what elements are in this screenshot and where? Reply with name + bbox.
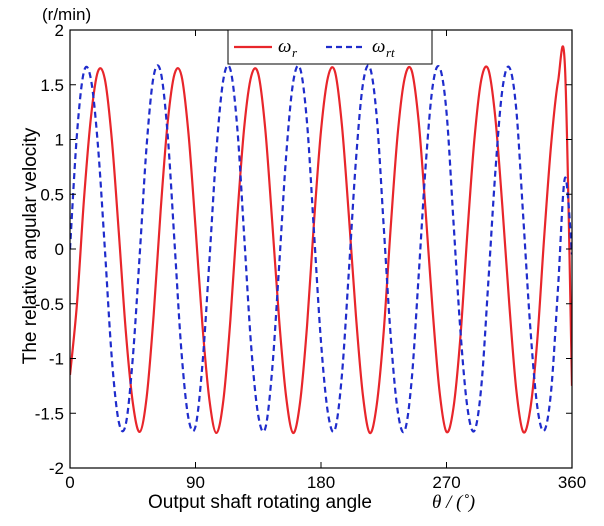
x-axis-label-text: Output shaft rotating angle [148, 492, 372, 513]
legend-sub-series-2: rt [386, 45, 395, 60]
x-axis: 0 90 180 270 360 [65, 30, 586, 492]
y-tick-label: 0 [55, 240, 64, 259]
y-axis-label: The relative angular velocity [20, 127, 41, 364]
y-tick-label: -1.5 [35, 404, 64, 423]
x-axis-label-symbol: θ / (˚) [432, 492, 475, 513]
y-tick-label: 2 [55, 21, 64, 40]
x-tick-label: 90 [186, 473, 205, 492]
y-tick-label: 1 [55, 131, 64, 150]
x-tick-label: 0 [65, 473, 74, 492]
plot-area [69, 29, 573, 469]
x-axis-label: Output shaft rotating angle θ / (˚) [148, 492, 475, 513]
legend-label-series-2: ω [372, 36, 385, 57]
y-unit-label: (r/min) [42, 5, 91, 24]
y-tick-label: -0.5 [35, 295, 64, 314]
x-tick-label: 360 [558, 473, 586, 492]
series-line-1 [70, 45, 572, 435]
y-tick-label: -1 [49, 350, 64, 369]
y-tick-label: 0.5 [40, 185, 64, 204]
legend-sub-series-1: r [292, 45, 298, 60]
y-axis: -2 -1.5 -1 -0.5 0 0.5 1 1.5 2 [35, 21, 572, 478]
x-tick-label: 180 [307, 473, 335, 492]
x-tick-label: 270 [432, 473, 460, 492]
legend-label-series-1: ω [278, 36, 291, 57]
y-tick-label: 1.5 [40, 76, 64, 95]
series-line-2 [70, 64, 572, 434]
legend: ω r ω rt [227, 29, 433, 65]
y-tick-label: -2 [49, 459, 64, 478]
